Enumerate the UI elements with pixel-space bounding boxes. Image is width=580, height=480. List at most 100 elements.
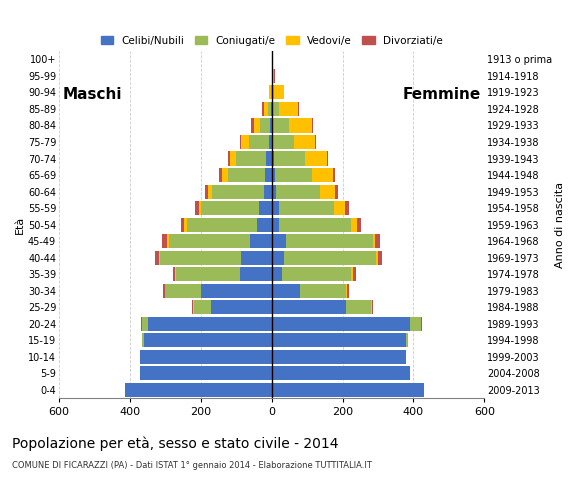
Bar — [142, 317, 147, 331]
Bar — [271, 135, 273, 149]
Legend: Celibi/Nubili, Coniugati/e, Vedovi/e, Divorziati/e: Celibi/Nubili, Coniugati/e, Vedovi/e, Di… — [101, 36, 443, 46]
Bar — [271, 317, 410, 331]
Bar — [294, 135, 314, 149]
Text: COMUNE DI FICARAZZI (PA) - Dati ISTAT 1° gennaio 2014 - Elaborazione TUTTITALIA.: COMUNE DI FICARAZZI (PA) - Dati ISTAT 1°… — [12, 461, 371, 470]
Bar — [168, 234, 169, 248]
Bar — [334, 201, 345, 215]
Bar — [273, 102, 279, 116]
Bar — [228, 168, 265, 182]
Bar — [273, 119, 289, 132]
Y-axis label: Età: Età — [15, 216, 25, 234]
Bar — [298, 102, 299, 116]
Bar — [410, 317, 420, 331]
Bar — [268, 102, 271, 116]
Bar — [269, 135, 271, 149]
Bar — [258, 217, 271, 231]
Bar — [175, 267, 176, 281]
Bar — [271, 251, 284, 264]
Bar — [274, 85, 284, 99]
Bar — [371, 300, 372, 314]
Bar — [284, 251, 376, 264]
Y-axis label: Anno di nascita: Anno di nascita — [555, 181, 565, 268]
Bar — [271, 119, 273, 132]
Text: Popolazione per età, sesso e stato civile - 2014: Popolazione per età, sesso e stato civil… — [12, 437, 338, 451]
Bar — [163, 284, 165, 298]
Bar — [271, 69, 273, 83]
Bar — [259, 201, 271, 215]
Bar — [140, 349, 271, 364]
Bar — [201, 284, 271, 298]
Bar — [421, 317, 422, 331]
Text: Maschi: Maschi — [63, 87, 122, 102]
Bar — [276, 184, 320, 199]
Bar — [265, 168, 271, 182]
Bar — [420, 317, 421, 331]
Bar — [192, 300, 193, 314]
Bar — [289, 119, 311, 132]
Bar — [279, 102, 298, 116]
Bar — [184, 217, 187, 231]
Bar — [378, 251, 382, 264]
Bar — [251, 234, 271, 248]
Bar — [181, 217, 184, 231]
Bar — [142, 333, 144, 347]
Bar — [144, 333, 271, 347]
Bar — [333, 168, 335, 182]
Bar — [273, 69, 274, 83]
Bar — [271, 300, 346, 314]
Text: Femmine: Femmine — [403, 87, 481, 102]
Bar — [169, 234, 251, 248]
Bar — [240, 135, 241, 149]
Bar — [345, 201, 349, 215]
Bar — [271, 366, 410, 380]
Bar — [335, 184, 338, 199]
Bar — [173, 267, 175, 281]
Bar — [187, 217, 258, 231]
Bar — [407, 333, 408, 347]
Bar — [162, 234, 168, 248]
Bar — [271, 267, 282, 281]
Bar — [320, 184, 335, 199]
Bar — [140, 366, 271, 380]
Bar — [353, 267, 356, 281]
Bar — [271, 349, 407, 364]
Bar — [195, 201, 198, 215]
Bar — [141, 317, 142, 331]
Bar — [260, 119, 270, 132]
Bar — [264, 102, 268, 116]
Bar — [282, 267, 351, 281]
Bar — [274, 152, 304, 166]
Bar — [271, 234, 286, 248]
Bar — [314, 135, 316, 149]
Bar — [125, 383, 271, 397]
Bar — [271, 168, 275, 182]
Bar — [160, 251, 241, 264]
Bar — [198, 201, 201, 215]
Bar — [228, 152, 230, 166]
Bar — [351, 267, 353, 281]
Bar — [155, 251, 159, 264]
Bar — [271, 152, 274, 166]
Bar — [376, 251, 378, 264]
Bar — [271, 184, 276, 199]
Bar — [346, 300, 371, 314]
Bar — [372, 300, 373, 314]
Bar — [300, 284, 346, 298]
Bar — [270, 85, 271, 99]
Bar — [271, 102, 273, 116]
Bar — [240, 267, 271, 281]
Bar — [327, 152, 328, 166]
Bar — [201, 201, 259, 215]
Bar — [236, 152, 266, 166]
Bar — [346, 284, 347, 298]
Bar — [271, 201, 279, 215]
Bar — [262, 102, 264, 116]
Bar — [273, 135, 294, 149]
Bar — [269, 85, 270, 99]
Bar — [147, 317, 271, 331]
Bar — [222, 168, 228, 182]
Bar — [165, 284, 201, 298]
Bar — [193, 300, 194, 314]
Bar — [347, 284, 349, 298]
Bar — [274, 69, 275, 83]
